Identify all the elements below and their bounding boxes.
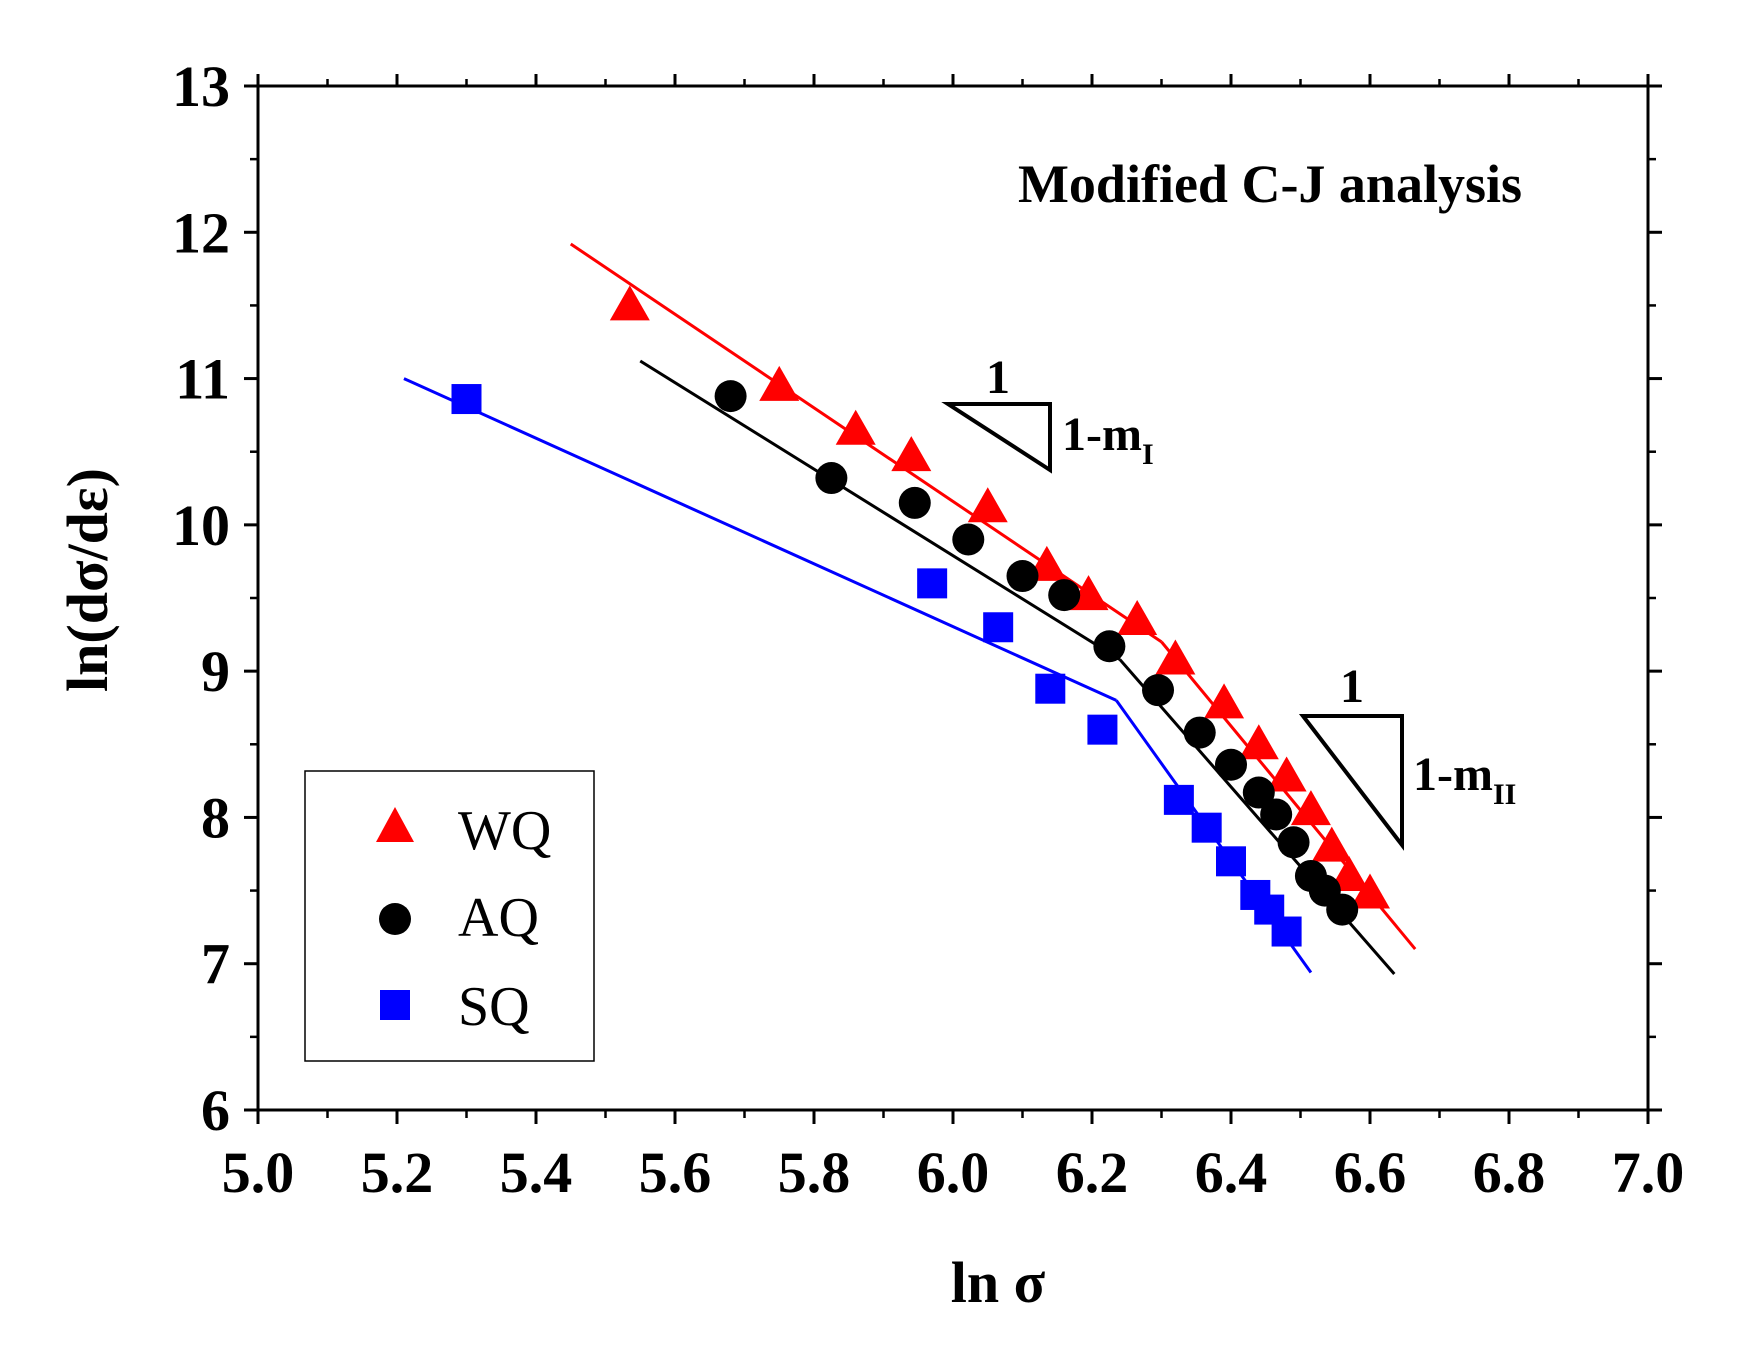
x-tick-label: 6.8 (1473, 1140, 1546, 1205)
point-aq (1260, 798, 1293, 831)
point-wq (759, 365, 800, 401)
slope-triangle-2 (1298, 714, 1404, 851)
point-wq (1290, 790, 1331, 826)
slope-1-run-label: 1 (986, 351, 1010, 404)
x-axis-title: ln σ (951, 1250, 1046, 1315)
legend-marker-aq (379, 903, 411, 935)
y-tick-label: 13 (172, 54, 230, 119)
point-wq (609, 285, 650, 321)
slope-1-rise-label: 1-mI (1062, 408, 1154, 471)
y-tick-label: 6 (201, 1078, 230, 1143)
axis-ticks: 5.0 5.2 5.4 5.6 5.8 6.0 6.2 6.4 6.6 6.8 7.0 6 7 8 9 10 1… (172, 54, 1684, 1205)
y-tick-label: 9 (201, 639, 230, 704)
x-tick-label: 5.6 (639, 1140, 712, 1205)
point-wq (835, 409, 876, 445)
y-axis-title: ln(dσ/dε) (55, 468, 120, 692)
point-wq (1266, 756, 1307, 792)
point-aq (898, 486, 931, 519)
slope-2-run-label: 1 (1340, 660, 1364, 713)
y-tick-label: 8 (201, 785, 230, 850)
point-wq (1155, 639, 1196, 675)
legend-marker-wq (376, 807, 414, 842)
slope-1-rise-subscript: I (1142, 438, 1154, 471)
point-aq (1142, 674, 1175, 707)
y-tick-label: 11 (175, 347, 230, 412)
slope-2-rise-main: 1-m (1413, 748, 1493, 801)
fit-line-aq-1 (639, 359, 1121, 661)
data-points (451, 285, 1390, 947)
point-wq (1311, 826, 1352, 862)
point-sq (917, 568, 948, 599)
x-tick-label: 5.4 (500, 1140, 573, 1205)
point-aq (1215, 748, 1247, 781)
x-tick-label: 6.0 (917, 1140, 990, 1205)
chart-annotation: Modified C-J analysis (1018, 154, 1522, 214)
slope-indicator-1: 1 1-mI (941, 351, 1154, 474)
legend-label-aq: AQ (458, 887, 539, 949)
x-tick-label: 6.4 (1195, 1140, 1268, 1205)
point-aq (815, 462, 848, 495)
point-sq (1087, 714, 1118, 745)
point-wq (1329, 855, 1370, 891)
point-wq (1117, 599, 1158, 635)
point-aq (1277, 826, 1310, 859)
slope-1-rise-main: 1-m (1062, 408, 1142, 461)
point-wq (891, 436, 932, 472)
legend-label-sq: SQ (458, 976, 530, 1038)
x-tick-label: 6.6 (1334, 1140, 1407, 1205)
point-aq (714, 380, 747, 413)
slope-2-rise-subscript: II (1493, 778, 1516, 811)
x-tick-label: 5.8 (778, 1140, 851, 1205)
point-wq (967, 487, 1008, 523)
fit-line-sq-1 (403, 377, 1117, 702)
slope-triangle-1 (941, 402, 1052, 474)
legend-label-wq: WQ (458, 800, 551, 862)
point-sq (1035, 673, 1066, 704)
point-sq (983, 612, 1014, 643)
point-aq (1326, 893, 1359, 926)
y-tick-label: 10 (172, 493, 230, 558)
point-sq (1271, 916, 1302, 947)
point-aq (1048, 579, 1081, 612)
point-sq (451, 384, 482, 415)
x-tick-label: 5.0 (222, 1140, 295, 1205)
point-aq (1183, 716, 1216, 749)
x-tick-label: 7.0 (1612, 1140, 1685, 1205)
x-tick-label: 6.2 (1056, 1140, 1129, 1205)
legend: WQ AQ SQ (304, 770, 595, 1062)
point-wq (1350, 873, 1390, 909)
slope-indicator-2: 1 1-mII (1298, 660, 1516, 851)
y-tick-label: 7 (201, 932, 230, 997)
point-sq (1216, 846, 1246, 877)
point-wq (1204, 683, 1245, 719)
point-wq (1238, 724, 1279, 760)
point-sq (1163, 784, 1194, 815)
point-aq (1006, 560, 1039, 593)
x-tick-label: 5.2 (361, 1140, 434, 1205)
point-aq (1242, 776, 1275, 809)
point-sq (1191, 812, 1222, 843)
legend-marker-sq (380, 990, 410, 1020)
legend-box (304, 770, 595, 1062)
point-aq (1093, 630, 1126, 663)
y-tick-label: 12 (172, 200, 230, 265)
point-aq (952, 523, 985, 556)
slope-2-rise-label: 1-mII (1413, 748, 1516, 811)
